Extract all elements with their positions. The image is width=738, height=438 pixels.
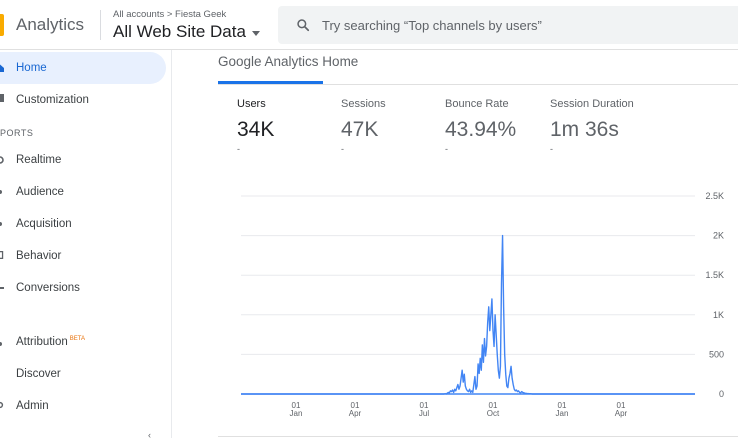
metric-label: Sessions [341, 98, 386, 110]
y-tick-label: 2.5K [705, 191, 724, 201]
acquisition-icon [0, 222, 2, 226]
x-tick-month: Jul [419, 409, 429, 418]
search-placeholder: Try searching “Top channels by users” [322, 17, 542, 33]
x-tick-day: 01 [292, 401, 301, 410]
property-selector[interactable]: All Web Site Data [113, 22, 260, 42]
analytics-logo-icon[interactable] [0, 14, 4, 36]
chevron-down-icon [251, 30, 260, 36]
y-tick-label: 0 [719, 389, 724, 399]
collapse-sidebar-icon[interactable]: ‹ [148, 430, 151, 438]
metric-delta: - [237, 144, 240, 154]
title-divider [218, 84, 738, 85]
sidebar-item-customization[interactable]: Customization [0, 84, 172, 116]
metric-tab-session-duration[interactable]: Session Duration 1m 36s - [550, 98, 634, 154]
header-divider [100, 10, 101, 40]
behavior-icon [0, 251, 4, 259]
page-title: Google Analytics Home [218, 54, 359, 69]
metric-tab-bounce-rate[interactable]: Bounce Rate 43.94% - [445, 98, 516, 154]
x-tick-day: 01 [558, 401, 567, 410]
sidebar-item-label: Customization [16, 94, 89, 106]
x-tick-month: Apr [349, 409, 362, 418]
account-breadcrumb[interactable]: All accounts > Fiesta Geek [113, 9, 227, 20]
x-tick-month: Oct [487, 409, 500, 418]
bottom-divider [218, 436, 738, 437]
conversions-icon [0, 287, 4, 289]
search-icon [297, 19, 310, 32]
sidebar-item-label: Home [16, 62, 47, 74]
title-tab-indicator [218, 81, 323, 84]
app-title[interactable]: Analytics [16, 15, 85, 34]
metric-tab-sessions[interactable]: Sessions 47K - [341, 98, 386, 154]
x-tick-day: 01 [617, 401, 626, 410]
sidebar-item-label: Conversions [16, 282, 80, 294]
sidebar-item-audience[interactable]: Audience [0, 176, 172, 208]
users-line-chart[interactable]: 05001K1.5K2K2.5K01Jan01Apr01Jul01Oct01Ja… [173, 50, 738, 438]
top-header: Analytics All accounts > Fiesta Geek All… [0, 0, 738, 50]
customization-icon [0, 94, 4, 102]
sidebar-item-behavior[interactable]: Behavior [0, 240, 172, 272]
y-tick-label: 1.5K [705, 270, 724, 280]
sidebar-item-label: Acquisition [16, 218, 72, 230]
sidebar-item-attribution[interactable]: Attribution BETA [0, 326, 172, 358]
attribution-icon [0, 342, 2, 346]
metric-label: Users [237, 98, 266, 110]
main-content: Google Analytics Home Users 34K - Sessio… [173, 50, 738, 438]
beta-badge: BETA [69, 336, 86, 342]
sidebar-nav: Home Customization PORTS Realtime Audien… [0, 50, 172, 438]
metric-tab-users[interactable]: Users 34K - [237, 98, 274, 154]
y-tick-label: 2K [713, 231, 724, 241]
home-icon [0, 64, 4, 72]
sidebar-item-realtime[interactable]: Realtime [0, 144, 172, 176]
metric-value: 1m 36s [550, 118, 619, 141]
property-name: All Web Site Data [113, 22, 246, 41]
metric-delta: - [341, 144, 344, 154]
section-label-reports: PORTS [0, 128, 34, 138]
x-tick-month: Jan [290, 409, 303, 418]
y-tick-label: 500 [709, 349, 724, 359]
x-tick-day: 01 [489, 401, 498, 410]
realtime-icon [0, 156, 4, 164]
x-tick-month: Apr [615, 409, 628, 418]
sidebar-item-label-wrap: Attribution BETA [16, 336, 85, 348]
metric-label: Bounce Rate [445, 98, 509, 110]
audience-icon [0, 190, 2, 194]
sidebar-item-discover[interactable]: Discover [0, 358, 172, 390]
sidebar-item-acquisition[interactable]: Acquisition [0, 208, 172, 240]
metric-value: 34K [237, 118, 275, 141]
sidebar-item-label: Audience [16, 186, 64, 198]
metric-label: Session Duration [550, 98, 634, 110]
sidebar-item-label: Admin [16, 400, 49, 412]
sidebar-item-conversions[interactable]: Conversions [0, 272, 172, 304]
x-tick-day: 01 [420, 401, 429, 410]
sidebar-item-home[interactable]: Home [0, 52, 166, 84]
sidebar-item-label: Behavior [16, 250, 62, 262]
x-tick-month: Jan [556, 409, 569, 418]
admin-icon [0, 401, 4, 409]
sidebar-item-admin[interactable]: Admin [0, 390, 172, 422]
y-tick-label: 1K [713, 310, 724, 320]
metric-delta: - [445, 144, 448, 154]
metric-value: 43.94% [445, 118, 517, 141]
users-series-line[interactable] [241, 234, 695, 395]
metric-delta: - [550, 144, 553, 154]
metric-value: 47K [341, 118, 379, 141]
sidebar-item-label: Realtime [16, 154, 62, 166]
x-tick-day: 01 [351, 401, 360, 410]
search-bar[interactable]: Try searching “Top channels by users” [278, 6, 738, 44]
sidebar-item-label: Attribution [16, 336, 68, 348]
sidebar-item-label: Discover [16, 368, 61, 380]
